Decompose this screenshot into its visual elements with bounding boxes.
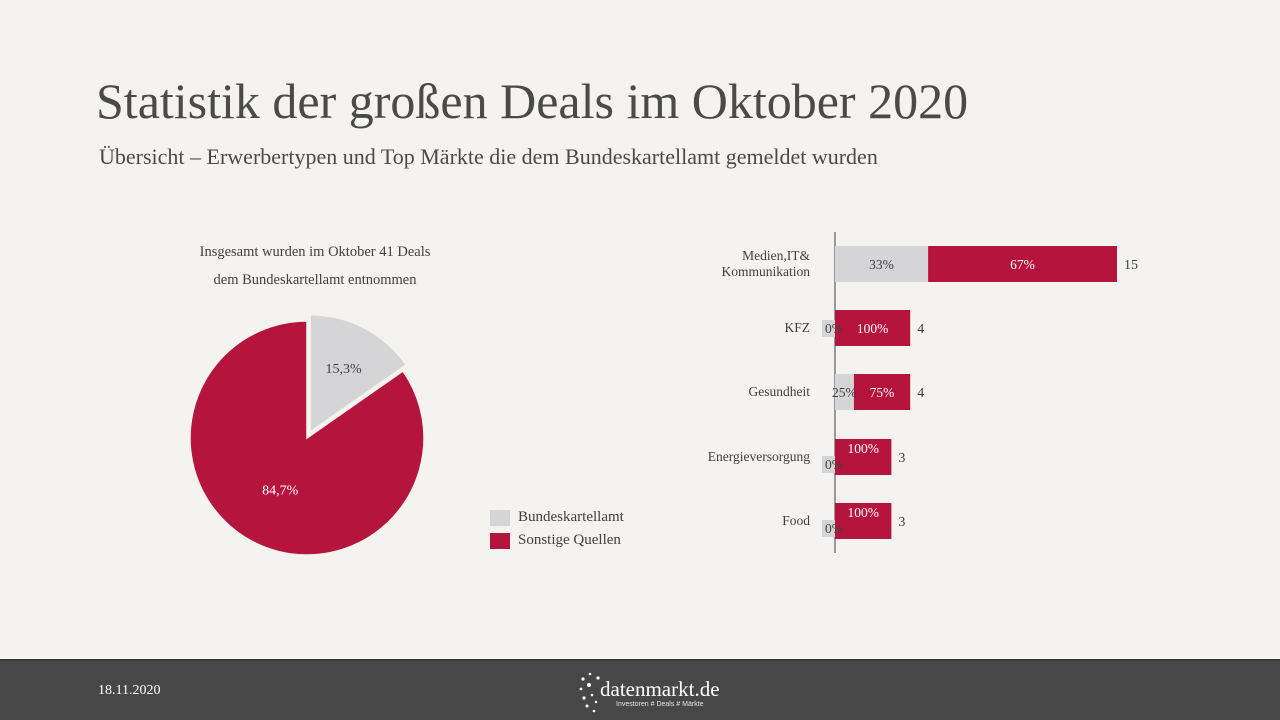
brand-tagline: Investoren # Deals # Märkte (616, 701, 704, 708)
bar-segment-bundeskartellamt-1 (822, 320, 835, 337)
legend-label-sonstige-quellen: Sonstige Quellen (518, 532, 621, 548)
bar-label-bundeskartellamt-2: 25% (832, 385, 857, 400)
page-subtitle: Übersicht – Erwerbertypen und Top Märkte… (99, 144, 878, 169)
bar-label-sonstige-0: 67% (1010, 257, 1035, 272)
bar-category-label-1-0: KFZ (784, 320, 810, 335)
bar-segment-sonstige-0 (928, 246, 1117, 282)
bar-segment-bundeskartellamt-2 (835, 374, 854, 410)
pie-caption-line-1: Insgesamt wurden im Oktober 41 Deals (199, 244, 431, 260)
legend-label-bundeskartellamt: Bundeskartellamt (518, 509, 624, 525)
page-title: Statistik der großen Deals im Oktober 20… (96, 73, 969, 129)
brand-logo[interactable]: datenmarkt.de Investoren # Deals # Märkt… (578, 667, 728, 717)
bar-label-sonstige-1: 100% (857, 321, 889, 336)
legend-item-sonstige-quellen: Sonstige Quellen (490, 529, 624, 552)
pie-caption: Insgesamt wurden im Oktober 41 Deals dem… (160, 238, 470, 294)
brand-name: datenmarkt.de (600, 677, 720, 701)
bar-label-sonstige-3: 100% (847, 441, 879, 456)
bar-label-bundeskartellamt-4: 0% (825, 521, 843, 536)
legend-item-bundeskartellamt: Bundeskartellamt (490, 506, 624, 529)
bar-category-label-4-0: Food (782, 513, 810, 528)
bar-category-label-0-0: Medien,IT& (742, 248, 810, 263)
pie-slice-label-0: 15,3% (325, 362, 362, 377)
bar-segment-sonstige-3 (835, 439, 892, 475)
bar-label-sonstige-2: 75% (870, 385, 895, 400)
legend-swatch-bundeskartellamt (490, 509, 510, 526)
bar-category-label-3-0: Energieversorgung (708, 449, 810, 464)
footer-bar: 18.11.2020 datenmarkt.de Investoren # De… (0, 659, 1280, 720)
bar-total-label-4: 3 (898, 515, 905, 530)
pie-caption-line-2: dem Bundeskartellamt entnommen (213, 272, 417, 288)
legend-swatch-sonstige-quellen (490, 532, 510, 549)
bar-total-label-3: 3 (898, 451, 905, 466)
pie-legend: Bundeskartellamt Sonstige Quellen (490, 506, 624, 552)
bar-segment-sonstige-1 (835, 310, 911, 346)
pie-slice-label-1: 84,7% (262, 483, 299, 498)
bar-segment-sonstige-4 (835, 503, 892, 539)
bar-label-bundeskartellamt-3: 0% (825, 457, 843, 472)
pie-slice-1 (189, 320, 425, 556)
bar-segment-bundeskartellamt-4 (822, 520, 835, 537)
bar-total-label-0: 15 (1124, 258, 1138, 273)
bar-total-label-2: 4 (917, 386, 924, 401)
bar-label-sonstige-4: 100% (847, 505, 879, 520)
bar-segment-sonstige-2 (853, 374, 911, 410)
footer-date: 18.11.2020 (98, 683, 161, 698)
bar-category-label-0-1: Kommunikation (722, 264, 811, 279)
bar-total-label-1: 4 (917, 322, 924, 337)
bar-segment-bundeskartellamt-3 (822, 456, 835, 473)
constellation-icon (579, 672, 600, 713)
bar-label-bundeskartellamt-0: 33% (869, 257, 894, 272)
pie-slice-0 (309, 314, 408, 434)
bar-category-label-2-0: Gesundheit (749, 384, 811, 399)
bar-label-bundeskartellamt-1: 0% (825, 321, 843, 336)
bar-segment-bundeskartellamt-0 (835, 246, 929, 282)
